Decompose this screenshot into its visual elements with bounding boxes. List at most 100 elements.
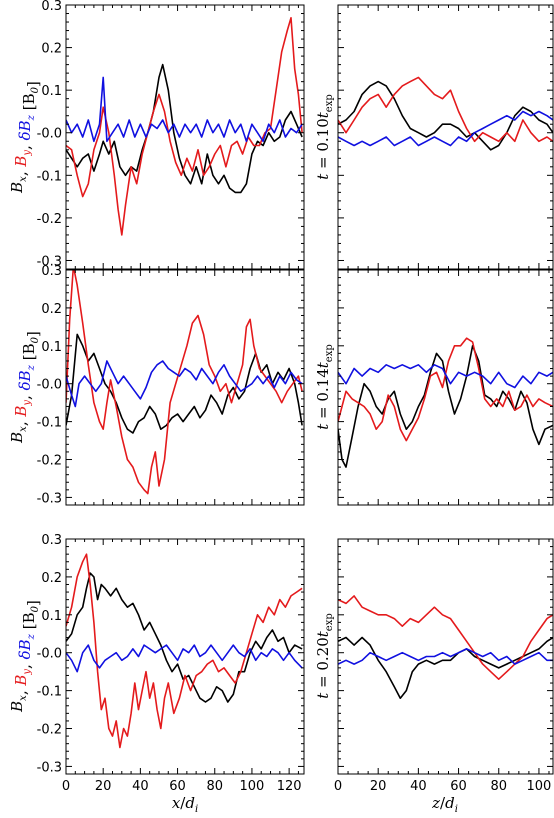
y-axis-label-sub: y bbox=[22, 669, 33, 676]
y-axis-label-part: B bbox=[8, 432, 26, 444]
y-axis-label-sub: x bbox=[18, 176, 29, 182]
time-value: 0.10 bbox=[314, 118, 332, 151]
plot-frame bbox=[65, 4, 305, 270]
x-tick-label: 20 bbox=[95, 779, 112, 794]
y-axis-label-part: [B bbox=[20, 343, 38, 365]
series-line-bx bbox=[338, 80, 553, 151]
x-label-slash: / bbox=[440, 794, 446, 812]
plot-frame bbox=[65, 269, 305, 506]
y-tick-label: -0.3 bbox=[37, 760, 62, 775]
y-tick-label: 0.3 bbox=[41, 264, 62, 279]
y-axis-label-part: B bbox=[8, 701, 26, 713]
x-label-slash: / bbox=[180, 794, 186, 812]
y-axis-label-part: , bbox=[16, 140, 34, 150]
y-axis-label-part: , bbox=[16, 390, 34, 400]
y-tick-label: -0.2 bbox=[37, 723, 62, 738]
time-label: t = 0.14texp bbox=[314, 344, 335, 430]
y-axis-label-part: B bbox=[12, 675, 30, 687]
y-tick-label: -0.3 bbox=[37, 254, 62, 269]
series-line-dbz bbox=[338, 364, 553, 389]
y-axis-label-part: ] bbox=[24, 81, 42, 87]
series-line-by bbox=[338, 76, 553, 143]
y-axis-label-sub: y bbox=[22, 400, 33, 407]
plot-frame bbox=[65, 538, 305, 775]
x-tick-label: 60 bbox=[450, 779, 467, 794]
x-tick-label: 120 bbox=[277, 779, 302, 794]
time-value: 0.20 bbox=[314, 637, 332, 670]
time-prefix: t = bbox=[314, 152, 332, 180]
x-label-num: z bbox=[431, 794, 440, 812]
y-tick-label: 0.2 bbox=[41, 42, 62, 57]
x-tick-label: 100 bbox=[527, 779, 552, 794]
time-label: t = 0.20texp bbox=[314, 613, 335, 699]
time-prefix: t = bbox=[314, 402, 332, 430]
y-axis-label-part: δB bbox=[16, 639, 34, 659]
time-unit-sub: exp bbox=[324, 94, 335, 112]
y-axis-label-sub: x bbox=[18, 695, 29, 701]
y-axis-label-sub: 0 bbox=[30, 605, 41, 612]
series-group bbox=[338, 76, 553, 151]
y-axis-label-sub: z bbox=[26, 114, 37, 121]
y-tick-label: -0.0 bbox=[37, 378, 62, 393]
y-axis-label-part: , bbox=[16, 659, 34, 669]
time-unit: t bbox=[314, 111, 332, 118]
series-group bbox=[338, 337, 553, 468]
x-tick-label: 100 bbox=[240, 779, 265, 794]
y-tick-label: 0.3 bbox=[41, 0, 62, 14]
time-unit: t bbox=[314, 361, 332, 368]
series-line-dbz bbox=[338, 648, 553, 665]
plot-frame bbox=[337, 538, 554, 775]
y-tick-label: -0.1 bbox=[37, 416, 62, 431]
series-line-dbz bbox=[66, 76, 303, 143]
y-tick-label: -0.2 bbox=[37, 454, 62, 469]
y-axis-label-part: B bbox=[8, 182, 26, 194]
panel-z-row0 bbox=[337, 4, 554, 270]
plot-frame bbox=[337, 269, 554, 506]
y-axis-label-sub: x bbox=[18, 426, 29, 432]
y-axis-label-part: [B bbox=[20, 93, 38, 115]
panel-z-row2: 0 20 40 60 80 100 bbox=[334, 538, 554, 794]
y-axis-label-part: B bbox=[12, 406, 30, 418]
series-line-bx bbox=[66, 63, 303, 194]
y-axis-label: Bx, By, δBz [B0] bbox=[8, 81, 42, 194]
y-axis-label-part: B bbox=[12, 156, 30, 168]
y-axis-label-part: [B bbox=[20, 612, 38, 634]
y-tick-label: 0.2 bbox=[41, 571, 62, 586]
x-label-num: x bbox=[172, 794, 181, 812]
time-unit-sub: exp bbox=[324, 613, 335, 631]
y-tick-label: -0.2 bbox=[37, 212, 62, 227]
x-tick-label: 40 bbox=[410, 779, 427, 794]
series-line-bx bbox=[66, 572, 303, 703]
y-tick-label: 0.2 bbox=[41, 302, 62, 317]
y-tick-label: -0.1 bbox=[37, 169, 62, 184]
series-line-dbz bbox=[66, 644, 303, 673]
x-tick-label: 40 bbox=[132, 779, 149, 794]
y-tick-label: 0.1 bbox=[41, 340, 62, 355]
y-tick-label: -0.3 bbox=[37, 491, 62, 506]
x-tick-label: 0 bbox=[62, 779, 70, 794]
time-unit-sub: exp bbox=[324, 344, 335, 362]
y-tick-label: -0.1 bbox=[37, 685, 62, 700]
y-axis-label-sub: 0 bbox=[30, 336, 41, 343]
y-axis-label-sub: y bbox=[22, 150, 33, 157]
y-axis-label-part: ] bbox=[24, 331, 42, 337]
y-tick-label: 0.1 bbox=[41, 84, 62, 99]
y-axis-label-sub: z bbox=[26, 364, 37, 371]
y-axis-label-part: δB bbox=[16, 120, 34, 140]
y-tick-label: 0.1 bbox=[41, 609, 62, 624]
y-axis-label-part: , bbox=[12, 686, 30, 696]
x-label-den-sub: i bbox=[195, 804, 198, 815]
x-axis-label-left: x/di bbox=[172, 794, 198, 815]
y-axis-label: Bx, By, δBz [B0] bbox=[8, 331, 42, 444]
y-axis-label-part: , bbox=[12, 417, 30, 427]
panel-x-row0: -0.3 -0.2 -0.1 -0.0 0.1 0.2 0.3 bbox=[37, 0, 305, 270]
plot-frame bbox=[337, 4, 554, 270]
y-axis-label-part: δB bbox=[16, 370, 34, 390]
panel-x-row1: -0.3 -0.2 -0.1 -0.0 0.1 0.2 0.3 bbox=[37, 264, 305, 506]
series-line-dbz bbox=[338, 110, 553, 147]
y-axis-label: Bx, By, δBz [B0] bbox=[8, 600, 42, 713]
x-tick-label: 0 bbox=[334, 779, 342, 794]
time-value: 0.14 bbox=[314, 368, 332, 401]
time-prefix: t = bbox=[314, 671, 332, 699]
